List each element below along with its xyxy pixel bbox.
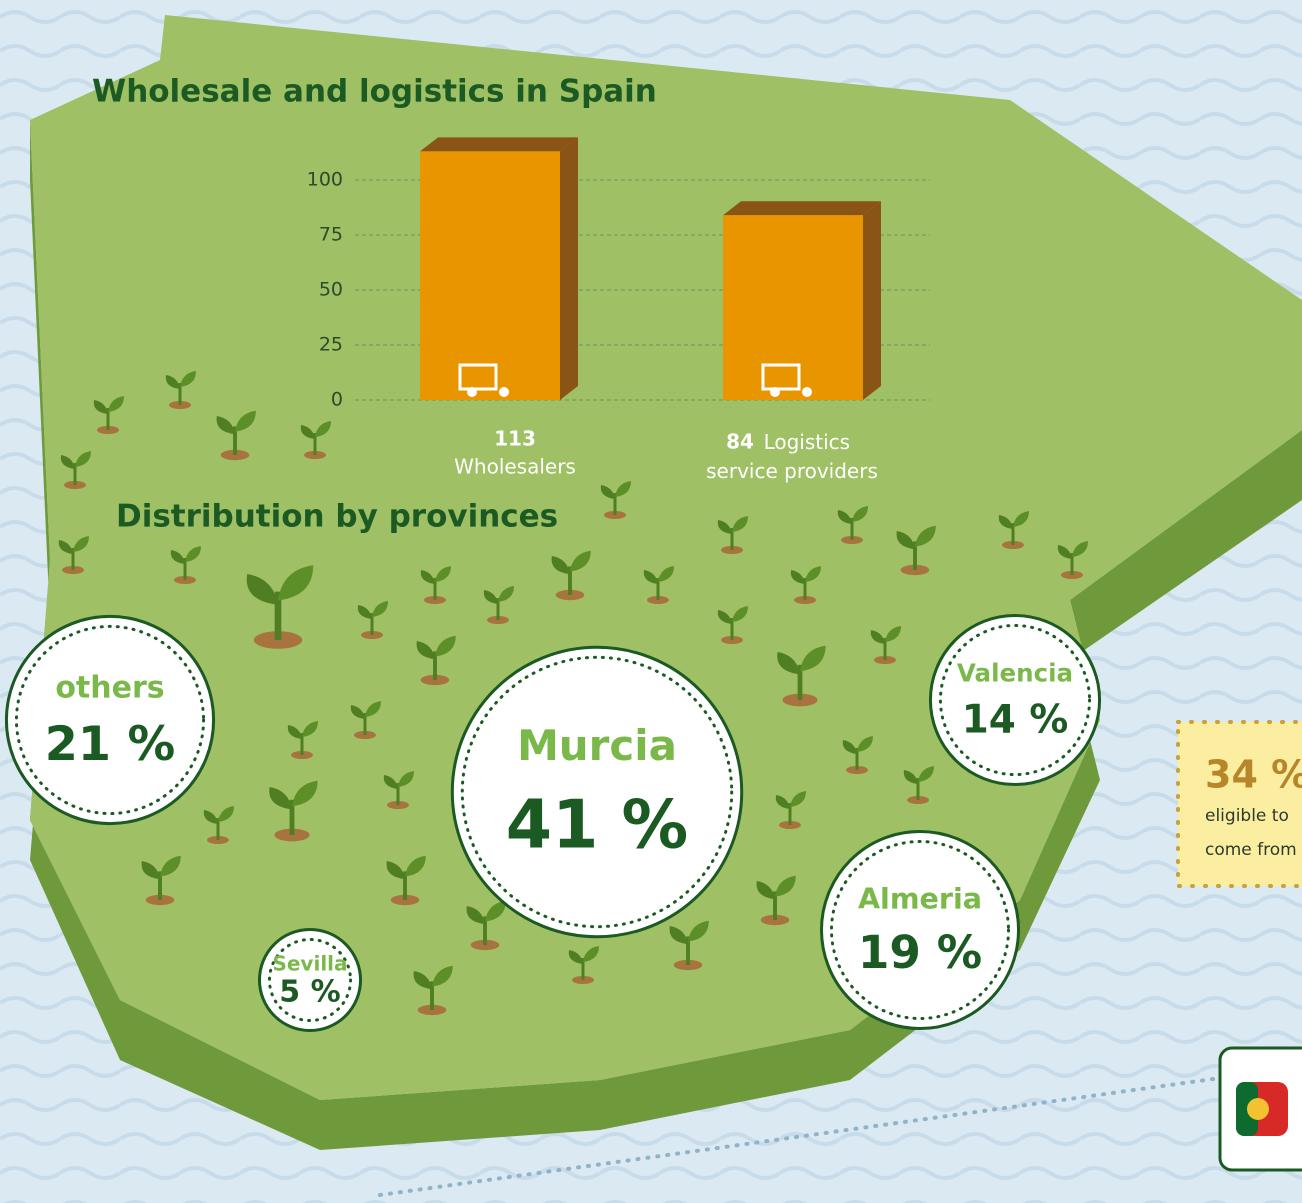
bar-side bbox=[560, 137, 578, 400]
y-tick-label: 50 bbox=[319, 279, 343, 301]
distribution-title: Distribution by provinces bbox=[116, 499, 558, 535]
y-tick-label: 0 bbox=[331, 389, 343, 411]
icon bbox=[467, 387, 477, 397]
province-name: Murcia bbox=[517, 721, 677, 770]
province-share: 14 % bbox=[962, 697, 1069, 742]
icon bbox=[499, 387, 509, 397]
flag-emblem bbox=[1247, 1098, 1269, 1120]
side-note-line: come from bbox=[1205, 840, 1297, 860]
portugal-card bbox=[1220, 1048, 1302, 1170]
side-note-value: 34 % bbox=[1205, 753, 1302, 797]
icon bbox=[802, 387, 812, 397]
side-note-box bbox=[1178, 722, 1302, 886]
bar-top bbox=[420, 137, 578, 151]
province-name: Valencia bbox=[957, 659, 1073, 688]
x-tick-label-line: Logistics bbox=[764, 430, 857, 454]
province-share: 21 % bbox=[45, 717, 176, 772]
value-label: 113 bbox=[494, 427, 536, 451]
province-name: Sevilla bbox=[272, 951, 347, 975]
province-name: others bbox=[55, 670, 164, 705]
bar bbox=[420, 151, 560, 400]
y-tick-label: 75 bbox=[319, 224, 343, 246]
province-name: Almeria bbox=[858, 881, 982, 915]
x-tick-label: Wholesalers bbox=[454, 455, 576, 479]
side-note-line: eligible to bbox=[1205, 806, 1289, 826]
bar bbox=[723, 215, 863, 400]
y-tick-label: 25 bbox=[319, 334, 343, 356]
side-note: 34 % eligible to come from bbox=[1178, 722, 1302, 886]
bar-top bbox=[723, 201, 881, 215]
x-tick-label-line: service providers bbox=[706, 459, 878, 483]
province-share: 19 % bbox=[858, 926, 982, 979]
value-label: 84 bbox=[726, 430, 754, 454]
y-tick-label: 100 bbox=[307, 169, 343, 191]
infographic: Wholesale and logistics in Spain Distrib… bbox=[0, 0, 1302, 1203]
province-share: 5 % bbox=[279, 975, 340, 1010]
icon bbox=[770, 387, 780, 397]
province-share: 41 % bbox=[506, 786, 688, 864]
bar-side bbox=[863, 201, 881, 400]
bar-chart-title: Wholesale and logistics in Spain bbox=[92, 74, 657, 110]
